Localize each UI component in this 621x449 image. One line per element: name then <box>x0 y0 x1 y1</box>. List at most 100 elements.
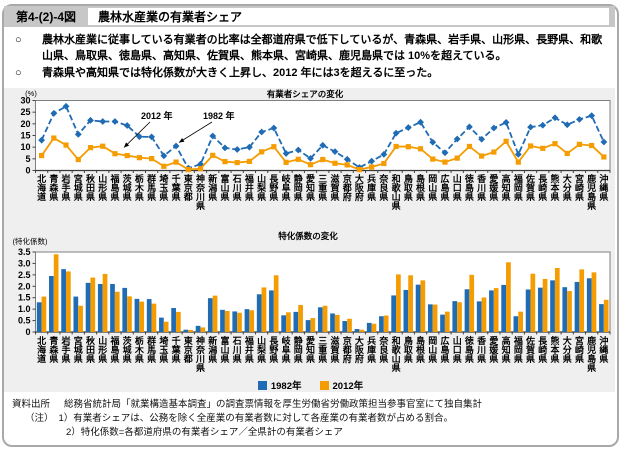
data-point-2012 <box>552 141 558 147</box>
x-axis-label: 大阪府 <box>353 174 364 201</box>
bar-2012 <box>139 301 145 332</box>
bar-2012 <box>420 280 426 332</box>
bar-2012 <box>493 288 499 332</box>
x-axis-label: 茨城県 <box>121 336 132 363</box>
data-point-1982 <box>368 157 376 165</box>
bar-1982 <box>574 281 580 332</box>
bar-1982 <box>586 278 592 332</box>
legend-swatch-icon <box>257 380 267 390</box>
bar-2012 <box>273 275 279 332</box>
data-point-1982 <box>270 124 278 132</box>
footer-note1-row: （注） 1）有業者シェアは、公務を除く全産業の有業者数に対して各産業の有業者数が占… <box>25 410 453 424</box>
x-axis-label: 三重県 <box>317 174 328 201</box>
x-axis-label: 山梨県 <box>256 174 267 201</box>
data-point-1982 <box>99 118 107 125</box>
bar-1982 <box>305 320 311 332</box>
bar-1982 <box>36 302 42 332</box>
x-axis-label: 新潟県 <box>207 174 218 201</box>
data-point-2012 <box>259 149 265 155</box>
x-axis-label: 宮崎県 <box>573 336 584 363</box>
bar-1982 <box>73 296 79 332</box>
x-axis-label: 佐賀県 <box>525 174 536 201</box>
data-point-2012 <box>332 160 338 166</box>
data-point-1982 <box>404 124 412 131</box>
x-axis-label: 静岡県 <box>292 174 303 201</box>
x-axis-label: 岡山県 <box>427 174 438 201</box>
x-axis-label: 福島県 <box>109 336 120 363</box>
x-axis-label: 大分県 <box>561 174 572 201</box>
annotation-1982-label: 1982 年 <box>203 110 235 121</box>
bar-1982 <box>440 314 445 332</box>
bar-2012 <box>383 315 389 332</box>
bar-1982 <box>195 325 201 332</box>
data-point-2012 <box>479 153 485 159</box>
x-axis-label: 山梨県 <box>256 336 267 363</box>
svg-text:20: 20 <box>20 119 30 129</box>
data-point-2012 <box>246 158 253 164</box>
bar-1982 <box>562 287 568 332</box>
bar-2012 <box>224 310 230 332</box>
data-point-2012 <box>454 155 460 161</box>
data-point-2012 <box>540 145 546 151</box>
x-axis-label: 長崎県 <box>537 174 548 201</box>
x-axis-label: 京都府 <box>341 336 352 363</box>
bar-1982 <box>183 329 189 332</box>
x-axis-label: 愛知県 <box>305 174 316 201</box>
x-axis-label: 京都府 <box>341 174 352 201</box>
x-axis-label: 宮城県 <box>72 174 83 201</box>
bar-2012 <box>90 277 96 332</box>
data-point-1982 <box>380 151 388 158</box>
data-point-2012 <box>442 159 448 165</box>
x-axis-label: 群馬県 <box>146 174 157 201</box>
bar-series-2012 <box>41 254 609 332</box>
data-point-1982 <box>478 135 486 143</box>
x-axis-label: 鳥取県 <box>402 174 413 201</box>
bar-1982 <box>513 316 519 332</box>
svg-text:1.0: 1.0 <box>18 304 31 314</box>
bar-series-1982 <box>36 269 604 332</box>
x-axis-label: 埼玉県 <box>158 336 169 363</box>
x-axis-label: 長崎県 <box>537 336 548 363</box>
bar-1982 <box>207 298 213 332</box>
bar-1982 <box>366 322 372 332</box>
x-axis-label: 栃木県 <box>133 336 144 363</box>
x-axis-label: 奈良県 <box>378 336 389 363</box>
bar-2012 <box>542 278 548 332</box>
data-point-1982 <box>392 129 400 137</box>
bar-1982 <box>122 287 128 332</box>
x-axis-label: 埼玉県 <box>158 174 169 201</box>
bar-1982 <box>599 304 604 332</box>
bullet-1: ○ 農林水産業に従事している有業者の比率は全都道府県で低下しているが、青森県、岩手… <box>14 33 610 64</box>
x-axis-label: 徳島県 <box>463 336 474 363</box>
bar-1982 <box>525 289 531 332</box>
data-point-2012 <box>210 152 216 158</box>
x-axis-label: 鳥取県 <box>402 336 413 363</box>
bar-2012 <box>506 262 511 332</box>
data-point-1982 <box>172 142 180 150</box>
bar-2012 <box>127 296 132 332</box>
bar-2012 <box>603 299 609 332</box>
data-point-2012 <box>75 156 81 163</box>
data-point-2012 <box>197 166 204 172</box>
bar-2012 <box>347 318 352 332</box>
bar-1982 <box>501 284 507 332</box>
data-point-2012 <box>100 143 106 149</box>
bar-1982 <box>391 295 396 332</box>
data-point-2012 <box>124 152 130 159</box>
x-axis-label: 山口県 <box>451 174 462 201</box>
bar-2012 <box>310 318 316 332</box>
chart-title: 特化係数の変化 <box>278 231 338 241</box>
x-axis-label: 福島県 <box>109 174 120 201</box>
legend-label: 1982年 <box>270 381 302 392</box>
svg-text:15: 15 <box>20 131 30 141</box>
bar-2012 <box>53 254 59 332</box>
x-axis-label: 神奈川県 <box>195 174 206 210</box>
bar-1982 <box>464 289 470 332</box>
footer-note2-row: 2）特化係数=各都道府県の有業者シェア／全県計の有業者シェア <box>66 424 343 438</box>
bar-1982 <box>403 289 409 332</box>
x-axis-label: 愛媛県 <box>488 336 499 363</box>
bar-2012 <box>151 303 157 332</box>
bar-1982 <box>330 313 335 332</box>
bar-1982 <box>49 276 54 332</box>
